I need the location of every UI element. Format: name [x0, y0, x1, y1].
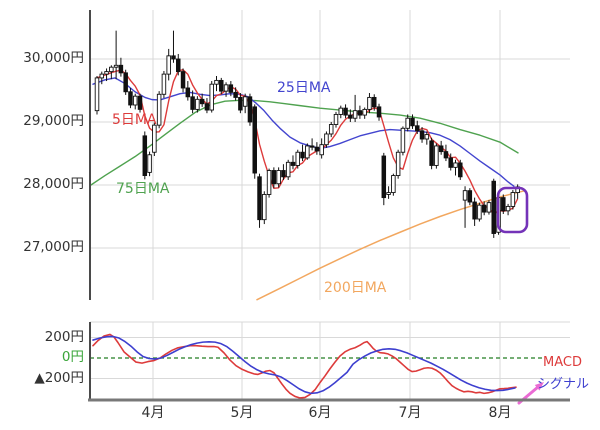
month-label-july: 7月 [398, 405, 422, 421]
month-label-june: 6月 [308, 405, 332, 421]
month-label-may: 5月 [230, 405, 254, 421]
month-label-august: 8月 [488, 405, 512, 421]
signal-label: シグナル [537, 377, 590, 392]
price-axis-label-30000: 30,000円 [23, 50, 84, 66]
ma75-label: 75日MA [116, 181, 170, 197]
ma200-label: 200日MA [324, 280, 387, 296]
ma5-label: 5日MA [112, 112, 157, 128]
price-axis-label-29000: 29,000円 [23, 113, 84, 129]
ma25-label: 25日MA [277, 80, 331, 96]
price-axis-label-28000: 28,000円 [23, 176, 84, 192]
macd-axis-label-minus200: ▲200円 [34, 370, 84, 386]
price-axis-label-27000: 27,000円 [23, 239, 84, 255]
month-label-april: 4月 [141, 405, 165, 421]
macd-label: MACD [543, 355, 582, 370]
macd-axis-label-zero: 0円 [61, 349, 84, 365]
macd-axis-label-plus200: 200円 [44, 329, 84, 345]
